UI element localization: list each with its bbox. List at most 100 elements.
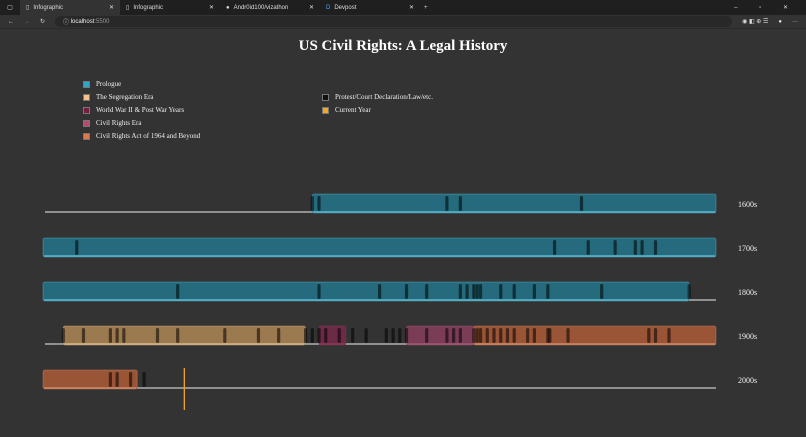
event-marker: [310, 196, 314, 211]
event-marker: [81, 328, 86, 343]
event-marker: [512, 284, 516, 299]
legend-swatch: [83, 132, 90, 140]
event-marker: [378, 284, 382, 299]
event-marker: [586, 240, 590, 255]
event-marker: [552, 240, 557, 255]
event-marker: [546, 284, 550, 299]
event-marker: [317, 284, 321, 299]
tab-2[interactable]: ● Andr0id100/vizathon ✕: [226, 4, 314, 12]
event-marker: [155, 328, 160, 343]
forward-icon[interactable]: →: [24, 18, 30, 25]
url-input[interactable]: ⓘ localhost:5500: [55, 16, 733, 27]
close-icon[interactable]: ✕: [108, 5, 114, 11]
event-marker: [108, 328, 112, 343]
era-bar: [318, 325, 347, 346]
era-bar: [62, 325, 306, 346]
legend-label: Current Year: [335, 106, 371, 114]
legend-label: Protest/Court Declaration/Law/etc.: [335, 93, 433, 101]
row-label: 1900s: [738, 332, 757, 341]
event-marker: [458, 328, 462, 343]
event-marker: [492, 328, 496, 343]
event-marker: [351, 328, 355, 343]
legend-swatch: [322, 106, 329, 114]
legend-item: Protest/Court Declaration/Law/etc.: [322, 93, 433, 101]
event-marker: [452, 328, 456, 343]
event-marker: [404, 284, 409, 299]
era-bar: [42, 369, 138, 390]
event-marker: [566, 328, 570, 343]
legend-item: Civil Rights Act of 1964 and Beyond: [83, 132, 200, 140]
event-marker: [142, 372, 146, 387]
event-marker: [475, 328, 479, 343]
era-bar: [311, 193, 717, 214]
event-marker: [425, 284, 429, 299]
event-marker: [317, 196, 321, 211]
new-tab-button[interactable]: +: [424, 4, 428, 11]
event-marker: [478, 284, 483, 299]
event-marker: [445, 196, 449, 211]
event-marker: [478, 328, 483, 343]
event-marker: [640, 240, 644, 255]
event-marker: [667, 328, 671, 343]
event-marker: [176, 328, 180, 343]
legend-swatch: [322, 93, 329, 101]
event-marker: [548, 328, 552, 343]
event-marker: [324, 328, 328, 343]
event-marker: [647, 328, 651, 343]
legend-label: Civil Rights Act of 1964 and Beyond: [96, 132, 201, 140]
page-icon: ▯: [126, 5, 130, 11]
event-marker: [128, 372, 133, 387]
close-icon[interactable]: ✕: [308, 5, 314, 11]
event-marker: [108, 372, 112, 387]
event-marker: [475, 284, 479, 299]
close-icon[interactable]: ✕: [408, 5, 414, 11]
event-marker: [653, 240, 658, 255]
legend-label: The Segregation Era: [96, 93, 154, 101]
event-marker: [485, 328, 489, 343]
menu-icon[interactable]: ···: [792, 18, 798, 25]
legend-swatch: [83, 93, 90, 101]
event-marker: [472, 328, 476, 343]
close-icon[interactable]: ✕: [208, 5, 214, 11]
tab-actions-icon[interactable]: ▢: [7, 5, 13, 11]
legend-item: The Segregation Era: [83, 93, 154, 101]
back-icon[interactable]: ←: [8, 18, 14, 25]
event-marker: [687, 284, 691, 299]
legend-swatch: [83, 80, 90, 88]
legend-item: Civil Rights Era: [83, 119, 142, 127]
event-marker: [115, 328, 119, 343]
era-bar: [405, 325, 475, 346]
tab-1[interactable]: ▯ Infographic ✕: [126, 4, 214, 12]
tab-3[interactable]: D Devpost ✕: [326, 4, 414, 12]
legend-item: Prologue: [83, 80, 121, 88]
extensions-icon[interactable]: ◉ ◧ ⊕ ☰: [742, 19, 769, 25]
event-marker: [61, 328, 65, 343]
row-label: 1600s: [738, 200, 757, 209]
tab-0[interactable]: ▯ Infographic ✕: [20, 0, 120, 15]
era-bar: [42, 237, 717, 258]
event-marker: [404, 328, 409, 343]
event-marker: [75, 240, 79, 255]
event-marker: [310, 328, 314, 343]
address-bar-row: ← → ↻ ⓘ localhost:5500 ◉ ◧ ⊕ ☰ ● ···: [0, 15, 806, 29]
avatar[interactable]: ●: [778, 18, 782, 25]
window-controls[interactable]: – ▫ ✕: [734, 5, 798, 11]
era-bar: [42, 281, 690, 302]
event-marker: [532, 328, 536, 343]
event-marker: [384, 328, 388, 343]
legend-swatch: [83, 119, 90, 127]
event-marker: [364, 328, 368, 343]
event-marker: [613, 240, 617, 255]
event-marker: [122, 328, 126, 343]
event-marker: [277, 328, 281, 343]
event-marker: [398, 328, 402, 343]
page-title: US Civil Rights: A Legal History: [298, 38, 508, 54]
event-marker: [303, 328, 308, 343]
event-marker: [458, 284, 462, 299]
event-marker: [223, 328, 227, 343]
event-marker: [472, 284, 476, 299]
event-marker: [176, 284, 180, 299]
event-marker: [499, 328, 503, 343]
reload-icon[interactable]: ↻: [40, 19, 46, 25]
